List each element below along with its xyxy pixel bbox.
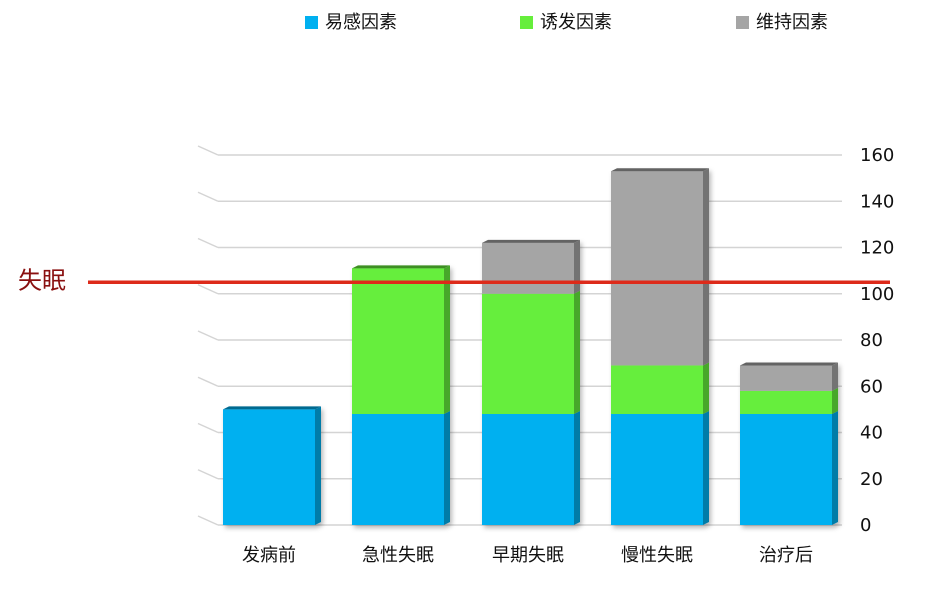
gridline-depth (197, 330, 219, 341)
legend: 易感因素 诱发因素 维持因素 (305, 12, 828, 33)
y-tick-label: 20 (860, 469, 883, 490)
bar-segment-side (703, 411, 709, 525)
gridline-depth (197, 422, 219, 434)
bar-segment-side (832, 411, 838, 525)
legend-item: 易感因素 (305, 12, 397, 33)
bar-segment-side (315, 406, 321, 525)
legend-swatch (305, 16, 318, 29)
bar-segment (482, 242, 574, 294)
y-axis-ticks: 0 20 40 60 80 100 120 140 160 (860, 145, 894, 536)
legend-label: 易感因素 (325, 12, 397, 33)
bar-segment-side (832, 387, 838, 414)
x-category-label: 早期失眠 (492, 545, 564, 566)
legend-item: 诱发因素 (520, 12, 612, 33)
bar-segment-side (703, 362, 709, 414)
x-category-label: 急性失眠 (362, 545, 434, 566)
bar-segment-side (703, 168, 709, 366)
bar-top (223, 406, 321, 410)
bars-layer (223, 168, 838, 525)
x-category-label: 治疗后 (759, 545, 813, 566)
bar-segment (740, 365, 832, 391)
bar-segment-side (574, 290, 580, 414)
bar-stack (611, 168, 709, 525)
gridline-depth (197, 237, 219, 249)
bar-stack (223, 406, 321, 525)
bar-segment (740, 414, 832, 525)
y-tick-label: 60 (860, 376, 883, 397)
legend-label: 维持因素 (756, 12, 828, 33)
gridline-depth (197, 191, 219, 202)
bar-stack (352, 265, 450, 525)
bar-top (482, 239, 580, 243)
legend-swatch (736, 16, 749, 29)
bar-segment-side (444, 411, 450, 525)
legend-label: 诱发因素 (540, 12, 612, 33)
bar-segment (611, 365, 703, 414)
x-category-label: 发病前 (242, 545, 296, 566)
bar-segment (740, 390, 832, 414)
bar-segment-side (832, 362, 838, 391)
y-tick-label: 160 (860, 145, 894, 166)
bar-segment (482, 293, 574, 414)
threshold-label: 失眠 (18, 267, 66, 295)
y-tick-label: 120 (860, 238, 894, 259)
gridline-depth (197, 376, 219, 387)
bar-segment (611, 414, 703, 525)
bar-top (352, 265, 450, 269)
legend-item: 维持因素 (736, 12, 828, 33)
bar-segment-side (574, 239, 580, 294)
y-tick-label: 140 (860, 191, 894, 212)
bar-stack (740, 362, 838, 525)
x-axis-categories: 发病前 急性失眠 早期失眠 慢性失眠 治疗后 (242, 545, 813, 566)
bar-stack (482, 239, 580, 525)
bar-segment (482, 414, 574, 525)
legend-swatch (520, 16, 533, 29)
bar-segment (352, 268, 444, 414)
bar-segment (352, 414, 444, 525)
bar-segment (223, 409, 315, 525)
y-tick-label: 80 (860, 330, 883, 351)
bar-top (740, 362, 838, 366)
y-tick-label: 40 (860, 423, 883, 444)
y-tick-label: 100 (860, 284, 894, 305)
gridline-depth (197, 469, 219, 480)
x-category-label: 慢性失眠 (621, 545, 693, 566)
threshold-marker: 失眠 (18, 267, 890, 295)
gridline-depth (197, 515, 219, 526)
gridline-depth (197, 145, 219, 156)
bar-top (611, 168, 709, 172)
y-tick-label: 0 (860, 515, 871, 536)
bar-segment (611, 171, 703, 366)
bar-segment-side (444, 265, 450, 414)
gridline-depth (197, 284, 219, 295)
bar-segment-side (574, 411, 580, 525)
